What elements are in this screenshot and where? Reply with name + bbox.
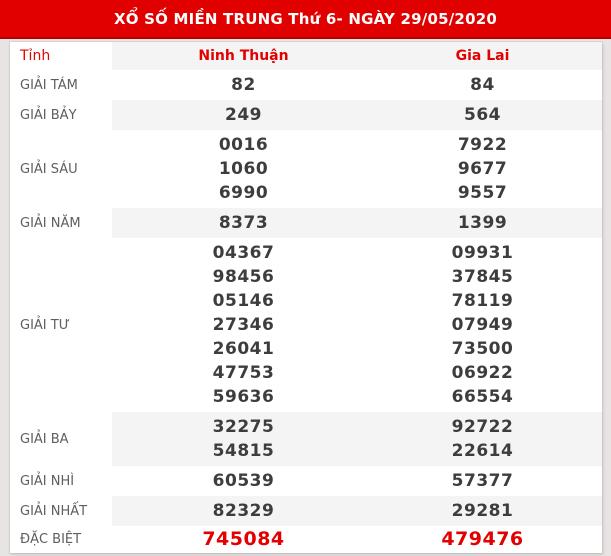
- prize-label: GIẢI BA: [10, 412, 112, 466]
- prize-values-gia-lai: 57377: [363, 469, 602, 493]
- prize-values: 82 84: [112, 70, 602, 100]
- prize-number: 9557: [457, 183, 508, 203]
- prize-values-gia-lai: 84: [363, 73, 602, 97]
- prize-number: 66554: [451, 387, 514, 407]
- prize-number: 82: [231, 75, 256, 95]
- table-row: GIẢI BẢY 249 564: [10, 100, 602, 130]
- prize-number: 1060: [218, 159, 269, 179]
- prize-values: 8373 1399: [112, 208, 602, 238]
- prize-number: 479476: [441, 528, 524, 550]
- prize-values-gia-lai: 1399: [363, 211, 602, 235]
- prize-number: 92722: [451, 417, 514, 437]
- prize-label: GIẢI TÁM: [10, 70, 112, 100]
- page-title: XỔ SỐ MIỀN TRUNG Thứ 6- NGÀY 29/05/2020: [114, 9, 497, 28]
- table-header-row: Tỉnh Ninh Thuận Gia Lai: [10, 42, 602, 70]
- prize-values-gia-lai: 479476: [363, 527, 602, 551]
- prize-number: 98456: [212, 267, 275, 287]
- prize-values-ninh-thuan: 32275 54815: [124, 415, 363, 463]
- prize-number: 09931: [451, 243, 514, 263]
- prize-label: GIẢI NĂM: [10, 208, 112, 238]
- prize-number: 26041: [212, 339, 275, 359]
- header-column-ninh-thuan: Ninh Thuận: [198, 48, 289, 64]
- prize-number: 05146: [212, 291, 275, 311]
- prize-values: 32275 54815 92722 22614: [112, 412, 602, 466]
- prize-values-gia-lai: 92722 22614: [363, 415, 602, 463]
- prize-number: 27346: [212, 315, 275, 335]
- prize-label: GIẢI NHÌ: [10, 466, 112, 496]
- prize-number: 07949: [451, 315, 514, 335]
- prize-values: 60539 57377: [112, 466, 602, 496]
- prize-number: 29281: [451, 501, 514, 521]
- prize-number: 84: [470, 75, 495, 95]
- lottery-results-table: Tỉnh Ninh Thuận Gia Lai GIẢI TÁM 82 84 GIẢI…: [10, 42, 602, 553]
- prize-label: ĐẶC BIỆT: [10, 526, 112, 553]
- prize-values: 0016 1060 6990 7922 9677 9557: [112, 130, 602, 208]
- prize-number: 54815: [212, 441, 275, 461]
- prize-number: 82329: [212, 501, 275, 521]
- prize-values-ninh-thuan: 82: [124, 73, 363, 97]
- header-province-label: Tỉnh: [10, 42, 112, 70]
- table-row: GIẢI NĂM 8373 1399: [10, 208, 602, 238]
- header-column-gia-lai: Gia Lai: [455, 48, 510, 64]
- prize-label: GIẢI SÁU: [10, 130, 112, 208]
- prize-values: 82329 29281: [112, 496, 602, 526]
- table-row: GIẢI TƯ 04367 98456 05146 27346 26041 47753 596…: [10, 238, 602, 412]
- prize-values: 745084 479476: [112, 526, 602, 553]
- prize-number: 6990: [218, 183, 269, 203]
- prize-values-gia-lai: 09931 37845 78119 07949 73500 06922 66554: [363, 241, 602, 409]
- prize-number: 32275: [212, 417, 275, 437]
- prize-values-gia-lai: 29281: [363, 499, 602, 523]
- prize-values-gia-lai: 7922 9677 9557: [363, 133, 602, 205]
- prize-label: GIẢI BẢY: [10, 100, 112, 130]
- table-row: GIẢI NHÌ 60539 57377: [10, 466, 602, 496]
- prize-number: 0016: [218, 135, 269, 155]
- prize-number: 745084: [202, 528, 285, 550]
- table-row: ĐẶC BIỆT 745084 479476: [10, 526, 602, 553]
- table-row: GIẢI TÁM 82 84: [10, 70, 602, 100]
- prize-number: 7922: [457, 135, 508, 155]
- prize-values-ninh-thuan: 8373: [124, 211, 363, 235]
- prize-values-ninh-thuan: 04367 98456 05146 27346 26041 47753 59636: [124, 241, 363, 409]
- prize-number: 57377: [451, 471, 514, 491]
- prize-values-ninh-thuan: 249: [124, 103, 363, 127]
- prize-number: 73500: [451, 339, 514, 359]
- prize-values-ninh-thuan: 60539: [124, 469, 363, 493]
- prize-number: 59636: [212, 387, 275, 407]
- prize-values: 04367 98456 05146 27346 26041 47753 59636 09931…: [112, 238, 602, 412]
- header-columns: Ninh Thuận Gia Lai: [112, 42, 602, 70]
- prize-values-ninh-thuan: 745084: [124, 527, 363, 551]
- prize-number: 37845: [451, 267, 514, 287]
- title-banner: XỔ SỐ MIỀN TRUNG Thứ 6- NGÀY 29/05/2020: [0, 0, 611, 39]
- prize-values-gia-lai: 564: [363, 103, 602, 127]
- prize-number: 8373: [218, 213, 269, 233]
- prize-number: 22614: [451, 441, 514, 461]
- prize-label: GIẢI TƯ: [10, 238, 112, 412]
- prize-number: 47753: [212, 363, 275, 383]
- prize-values-ninh-thuan: 0016 1060 6990: [124, 133, 363, 205]
- table-row: GIẢI NHẤT 82329 29281: [10, 496, 602, 526]
- prize-number: 06922: [451, 363, 514, 383]
- prize-label: GIẢI NHẤT: [10, 496, 112, 526]
- prize-number: 249: [225, 105, 262, 125]
- table-row: GIẢI SÁU 0016 1060 6990 7922 9677 9557: [10, 130, 602, 208]
- table-body: GIẢI TÁM 82 84 GIẢI BẢY 249 564 GIẢI SÁU 0016 10…: [10, 70, 602, 553]
- prize-number: 04367: [212, 243, 275, 263]
- prize-values: 249 564: [112, 100, 602, 130]
- prize-number: 1399: [457, 213, 508, 233]
- prize-number: 9677: [457, 159, 508, 179]
- table-row: GIẢI BA 32275 54815 92722 22614: [10, 412, 602, 466]
- prize-values-ninh-thuan: 82329: [124, 499, 363, 523]
- prize-number: 60539: [212, 471, 275, 491]
- prize-number: 564: [464, 105, 501, 125]
- prize-number: 78119: [451, 291, 514, 311]
